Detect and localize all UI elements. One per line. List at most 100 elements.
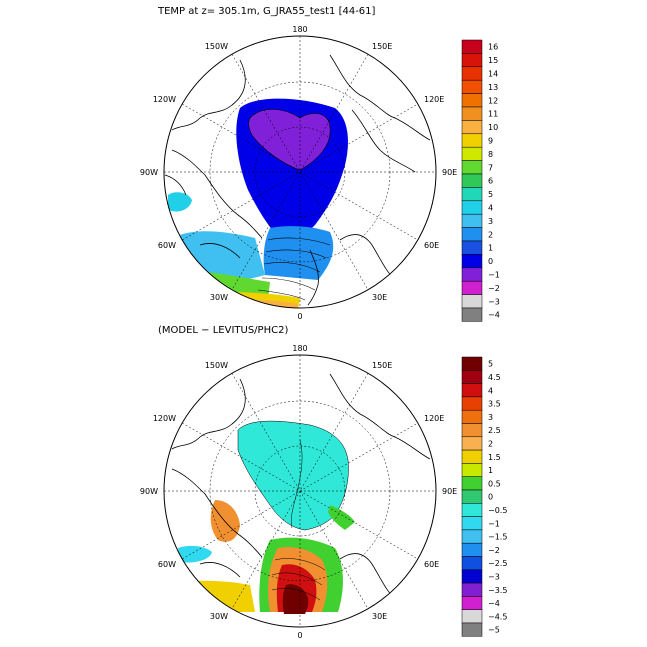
colorbar-swatch bbox=[461, 146, 483, 161]
lon-label: 30W bbox=[210, 612, 228, 621]
colorbar-swatch bbox=[461, 556, 483, 571]
colorbar-swatch bbox=[461, 423, 483, 438]
colorbar-swatch bbox=[461, 370, 483, 384]
lon-label: 30E bbox=[372, 293, 387, 302]
colorbar-swatch bbox=[461, 542, 483, 557]
colorbar-label: 10 bbox=[488, 123, 498, 132]
colorbar-label: 13 bbox=[488, 83, 498, 92]
colorbar-swatch bbox=[461, 294, 483, 309]
colorbar-label: 2 bbox=[488, 439, 493, 448]
colorbar-swatch bbox=[461, 93, 483, 108]
colorbar-label: −3 bbox=[488, 572, 500, 581]
lon-label: 90W bbox=[140, 168, 158, 177]
colorbar-swatch bbox=[461, 409, 483, 424]
colorbar-swatch bbox=[461, 227, 483, 242]
colorbar-swatch bbox=[461, 307, 483, 322]
colorbar-label: −5 bbox=[488, 626, 500, 635]
colorbar-swatch bbox=[461, 622, 483, 637]
bottom-map: 180 150E 120E 90E 60E 30E 0 30W 60W 90W … bbox=[140, 344, 457, 640]
colorbar-swatch bbox=[461, 476, 483, 491]
colorbar-label: −4 bbox=[488, 599, 500, 608]
colorbar-swatch bbox=[461, 582, 483, 597]
lon-label: 90E bbox=[442, 168, 457, 177]
lon-label: 60E bbox=[424, 560, 439, 569]
top-map: 180 150E 120E 90E 60E 30E 0 30W 60W 90W … bbox=[140, 25, 457, 321]
colorbar-swatch bbox=[461, 213, 483, 228]
colorbar-swatch bbox=[461, 383, 483, 398]
lon-label: 120W bbox=[153, 414, 176, 423]
top-field-lightblue-strip bbox=[263, 226, 334, 280]
colorbar-label: 16 bbox=[488, 43, 498, 52]
lon-label: 0 bbox=[297, 312, 302, 321]
colorbar-swatch bbox=[461, 267, 483, 282]
colorbar-swatch bbox=[461, 569, 483, 584]
colorbar-swatch bbox=[461, 609, 483, 624]
colorbar-swatch bbox=[461, 79, 483, 94]
colorbar-swatch bbox=[461, 436, 483, 451]
colorbar-label: 1.5 bbox=[488, 453, 501, 462]
lon-label: 0 bbox=[297, 631, 302, 640]
colorbar-label: 0 bbox=[488, 493, 493, 502]
colorbar-label: 2 bbox=[488, 230, 493, 239]
colorbar-label: 11 bbox=[488, 110, 498, 119]
panel-title-bottom: (MODEL − LEVITUS/PHC2) bbox=[158, 325, 289, 336]
colorbar-swatch bbox=[461, 200, 483, 215]
colorbar-label: 2.5 bbox=[488, 426, 501, 435]
colorbar-label: −4 bbox=[488, 311, 500, 320]
colorbar-swatch bbox=[461, 463, 483, 477]
lon-label: 60W bbox=[158, 560, 176, 569]
lon-label: 60E bbox=[424, 241, 439, 250]
colorbar-label: 15 bbox=[488, 56, 498, 65]
colorbar-label: 0.5 bbox=[488, 479, 501, 488]
bottom-field-yellow-south bbox=[175, 580, 255, 612]
top-field-cyan-west bbox=[168, 192, 192, 212]
colorbar-label: −1.5 bbox=[488, 533, 507, 542]
colorbar-swatch bbox=[461, 396, 483, 411]
colorbar-swatch bbox=[461, 106, 483, 121]
bottom-field-orange-west bbox=[210, 500, 240, 542]
colorbar-label: 7 bbox=[488, 163, 493, 172]
colorbar-label: 3 bbox=[488, 413, 493, 422]
colorbar-label: 1 bbox=[488, 466, 493, 475]
bottom-field-cyan-west bbox=[178, 545, 212, 563]
colorbar-label: 3 bbox=[488, 217, 493, 226]
colorbar-swatch bbox=[461, 39, 483, 54]
colorbar-swatch bbox=[461, 160, 483, 175]
colorbar-label: −1 bbox=[488, 519, 500, 528]
lon-label: 30W bbox=[210, 293, 228, 302]
colorbar-label: 4 bbox=[488, 204, 493, 213]
colorbar-label: −2.5 bbox=[488, 559, 507, 568]
lon-label: 120E bbox=[424, 95, 444, 104]
lon-label: 180 bbox=[292, 344, 307, 353]
colorbar-label: 0 bbox=[488, 257, 493, 266]
colorbar-label: 6 bbox=[488, 177, 493, 186]
colorbar-swatch bbox=[461, 53, 483, 68]
lon-label: 150E bbox=[372, 361, 392, 370]
colorbar-bottom: 5 4.5 4 3.5 3 2.5 2 1.5 1 0.5 0 −0.5 −1 −1.5 −2 −2.5 −3 −… bbox=[461, 356, 507, 637]
colorbar-swatch bbox=[461, 120, 483, 135]
bottom-field-darkred-atl bbox=[282, 584, 309, 614]
colorbar-label: −2 bbox=[488, 546, 500, 555]
colorbar-swatch bbox=[461, 173, 483, 188]
colorbar-swatch bbox=[461, 66, 483, 81]
colorbar-swatch bbox=[461, 596, 483, 610]
colorbar-swatch bbox=[461, 133, 483, 148]
colorbar-swatch bbox=[461, 280, 483, 295]
colorbar-label: 1 bbox=[488, 244, 493, 253]
colorbar-swatch bbox=[461, 529, 483, 544]
colorbar-label: −0.5 bbox=[488, 506, 507, 515]
colorbar-swatch bbox=[461, 489, 483, 504]
colorbar-label: −3.5 bbox=[488, 586, 507, 595]
lon-label: 150W bbox=[205, 42, 228, 51]
panel-title-top: TEMP at z= 305.1m, G_JRA55_test1 [44-61] bbox=[158, 6, 376, 17]
colorbar-label: 5 bbox=[488, 190, 493, 199]
colorbar-swatch bbox=[461, 240, 483, 255]
lon-label: 90E bbox=[442, 487, 457, 496]
colorbar-swatch bbox=[461, 187, 483, 202]
colorbar-swatch bbox=[461, 516, 483, 531]
colorbar-label: 14 bbox=[488, 70, 498, 79]
colorbar-label: −1 bbox=[488, 271, 500, 280]
colorbar-label: 8 bbox=[488, 150, 493, 159]
colorbar-swatch bbox=[461, 449, 483, 464]
